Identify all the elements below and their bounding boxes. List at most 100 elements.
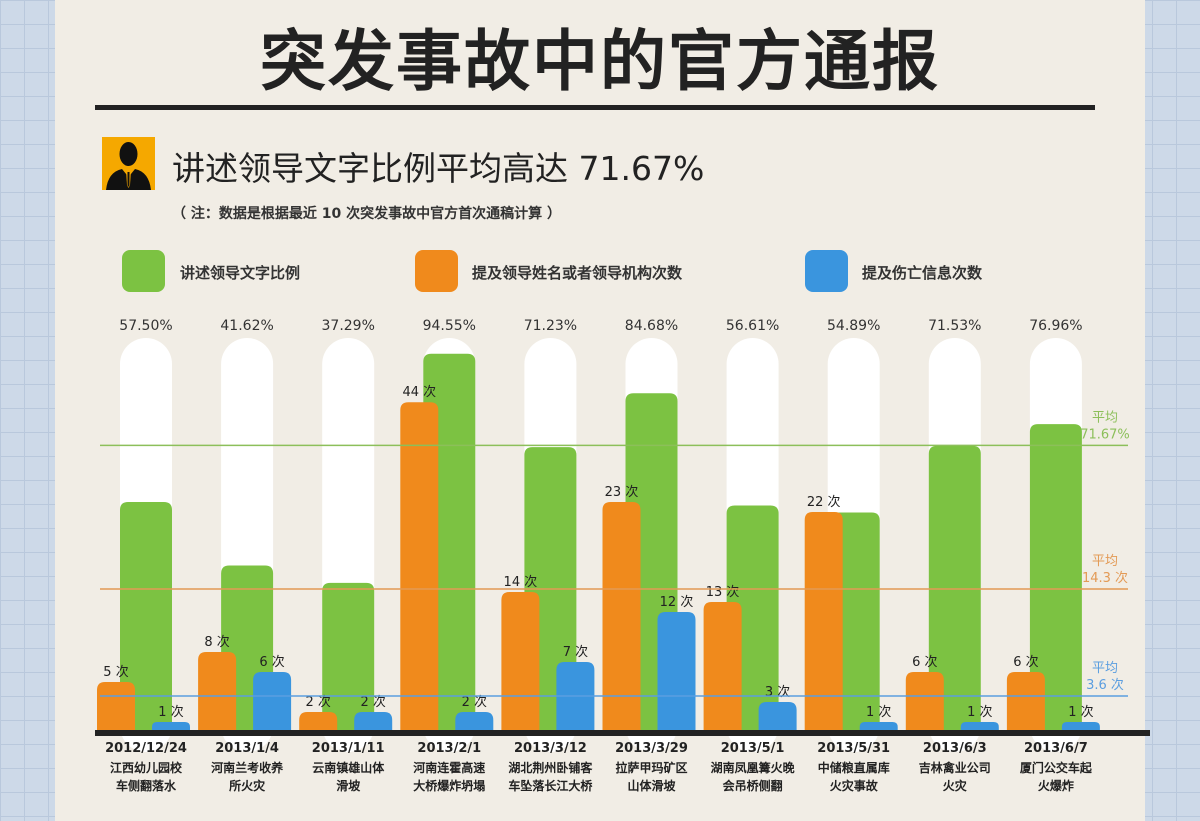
orange-bar (97, 682, 135, 732)
percent-label: 76.96% (1029, 318, 1082, 334)
category-name-line1: 拉萨甲玛矿区 (615, 760, 687, 775)
blue-count-label: 3 次 (765, 684, 790, 700)
legend-swatch-green (122, 250, 165, 292)
chart-baseline (95, 730, 1150, 736)
blue-bar (960, 722, 999, 732)
blue-bar (455, 712, 494, 732)
percent-label: 84.68% (625, 318, 678, 334)
category-name-line1: 厦门公交车起 (1020, 760, 1093, 775)
orange-bar (400, 402, 439, 732)
page-title: 突发事故中的官方通报 (260, 23, 940, 100)
category-date: 2013/5/1 (721, 741, 785, 756)
category-date: 2013/1/4 (215, 741, 279, 756)
legend-label-leader-text-ratio: 讲述领导文字比例 (180, 264, 301, 282)
blue-bar (152, 722, 190, 732)
blue-bar (253, 672, 292, 732)
category-name-line1: 湖北荆州卧铺客 (508, 760, 593, 775)
percent-label: 71.23% (524, 318, 577, 334)
orange-count-label: 6 次 (1013, 654, 1038, 670)
orange-count-label: 23 次 (605, 484, 639, 500)
category-date: 2013/2/1 (417, 741, 481, 756)
orange-bar (804, 512, 843, 732)
percent-label: 54.89% (827, 318, 880, 334)
legend-label-casualty-mentions: 提及伤亡信息次数 (862, 264, 983, 282)
orange-count-label: 6 次 (912, 654, 937, 670)
title-divider (95, 105, 1095, 110)
category-name-line1: 湖南凤凰篝火晚 (711, 760, 795, 775)
businessman-silhouette-icon (102, 137, 155, 190)
category-date: 2013/6/3 (923, 741, 987, 756)
category-name-line2: 火爆炸 (1038, 778, 1074, 793)
percent-label: 56.61% (726, 318, 779, 334)
category-name-line1: 河南兰考收养 (210, 760, 283, 775)
category-name-line1: 云南镇雄山体 (312, 760, 385, 775)
green-bar (120, 502, 172, 732)
category-name-line1: 中储粮直属库 (818, 760, 890, 775)
orange-bar (1006, 672, 1045, 732)
chart-note: （ 注：数据是根据最近 10 次突发事故中官方首次通稿计算 ） (172, 206, 561, 222)
blue-count-label: 2 次 (462, 694, 487, 710)
orange-count-label: 14 次 (504, 574, 538, 590)
orange-count-label: 22 次 (807, 494, 841, 510)
green-average-label: 平均 (1092, 410, 1118, 425)
orange-bar (703, 602, 742, 732)
legend-swatch-orange (415, 250, 458, 292)
blue-count-label: 1 次 (967, 704, 992, 720)
category-date: 2013/5/31 (817, 741, 890, 756)
category-name-line2: 车坠落长江大桥 (508, 778, 593, 793)
percent-label: 41.62% (220, 318, 273, 334)
category-date: 2013/6/7 (1024, 741, 1088, 756)
category-date: 2013/3/12 (514, 741, 587, 756)
percent-label: 37.29% (322, 318, 375, 334)
legend-swatch-blue (805, 250, 848, 292)
percent-label: 57.50% (119, 318, 172, 334)
category-name-line1: 江西幼儿园校 (110, 760, 183, 775)
percent-label: 94.55% (423, 318, 476, 334)
category-name-line2: 滑坡 (336, 778, 361, 793)
category-name-line2: 车侧翻落水 (116, 778, 177, 793)
category-name-line1: 吉林禽业公司 (919, 760, 991, 775)
green-average-value: 71.67% (1080, 427, 1130, 442)
category-name-line2: 所火灾 (229, 778, 266, 793)
green-bar (1029, 424, 1082, 732)
orange-bar (198, 652, 237, 732)
blue-average-value: 3.6 次 (1086, 677, 1124, 693)
blue-count-label: 2 次 (360, 694, 385, 710)
blue-bar (1061, 722, 1100, 732)
category-date: 2013/3/29 (615, 741, 688, 756)
orange-bar (501, 592, 540, 732)
blue-count-label: 12 次 (660, 594, 694, 610)
blue-count-label: 6 次 (259, 654, 284, 670)
blue-count-label: 1 次 (1068, 704, 1093, 720)
category-name-line2: 火灾事故 (830, 778, 879, 793)
chart-subtitle: 讲述领导文字比例平均高达 71.67% (172, 149, 705, 188)
orange-average-label: 平均 (1092, 554, 1118, 569)
orange-bar (905, 672, 944, 732)
blue-bar (354, 712, 393, 732)
orange-average-value: 14.3 次 (1082, 570, 1128, 586)
category-name-line2: 山体滑坡 (627, 778, 676, 793)
category-date: 2012/12/24 (105, 741, 187, 756)
category-name-line2: 大桥爆炸坍塌 (413, 778, 485, 793)
legend-label-leader-mentions: 提及领导姓名或者领导机构次数 (472, 264, 683, 282)
orange-count-label: 13 次 (706, 584, 740, 600)
orange-count-label: 44 次 (402, 384, 436, 400)
blue-bar (758, 702, 797, 732)
blue-count-label: 1 次 (866, 704, 891, 720)
orange-count-label: 5 次 (103, 664, 128, 680)
blue-average-label: 平均 (1092, 661, 1118, 676)
category-name-line2: 火灾 (943, 778, 968, 793)
orange-bar (602, 502, 641, 732)
blue-count-label: 7 次 (563, 644, 588, 660)
blue-bar (859, 722, 898, 732)
category-name-line1: 河南连霍高速 (412, 760, 485, 775)
orange-bar (299, 712, 338, 732)
category-date: 2013/1/11 (312, 741, 385, 756)
orange-count-label: 2 次 (305, 694, 330, 710)
orange-count-label: 8 次 (204, 634, 229, 650)
blue-bar (556, 662, 595, 732)
blue-count-label: 1 次 (158, 704, 183, 720)
percent-label: 71.53% (928, 318, 981, 334)
category-name-line2: 会吊桥侧翻 (723, 778, 783, 793)
